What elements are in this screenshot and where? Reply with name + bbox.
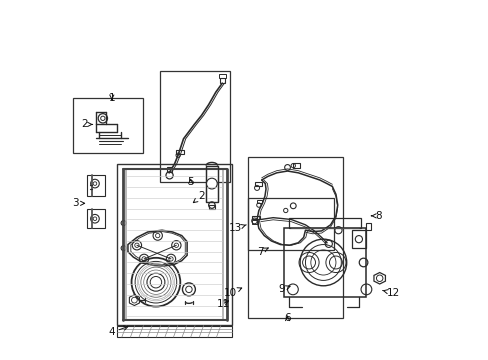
Circle shape (90, 215, 99, 223)
Bar (208, 206, 215, 209)
Bar (252, 216, 260, 220)
Bar (284, 228, 366, 297)
Text: 2: 2 (81, 120, 92, 129)
Text: 13: 13 (228, 224, 246, 233)
Text: 11: 11 (216, 299, 229, 309)
Bar (175, 150, 183, 154)
Text: 5: 5 (187, 177, 194, 187)
Bar (247, 198, 333, 250)
Bar (166, 167, 172, 172)
Bar (351, 230, 365, 248)
Circle shape (90, 179, 99, 188)
Bar (73, 98, 142, 153)
Bar (219, 78, 225, 83)
Text: 12: 12 (382, 288, 399, 298)
Text: 2: 2 (193, 191, 204, 203)
Bar (122, 169, 226, 320)
Circle shape (206, 178, 217, 189)
Text: 6: 6 (284, 313, 290, 323)
Bar (247, 157, 343, 318)
Bar (206, 166, 217, 202)
Text: 10: 10 (223, 288, 241, 298)
Bar (254, 182, 262, 186)
Bar (219, 74, 226, 78)
Text: 8: 8 (371, 211, 382, 221)
Bar (87, 209, 105, 228)
Bar (117, 164, 231, 325)
Text: 7: 7 (257, 247, 267, 257)
Bar (87, 175, 105, 196)
Bar (252, 220, 258, 224)
Text: 4: 4 (108, 326, 128, 337)
Text: 9: 9 (278, 284, 289, 294)
Bar (256, 200, 262, 203)
Bar (366, 223, 370, 230)
Bar (289, 218, 360, 228)
Text: 3: 3 (73, 198, 84, 208)
Text: 1: 1 (108, 93, 115, 103)
Bar (117, 325, 231, 337)
Bar (293, 163, 300, 168)
Bar (160, 71, 230, 182)
